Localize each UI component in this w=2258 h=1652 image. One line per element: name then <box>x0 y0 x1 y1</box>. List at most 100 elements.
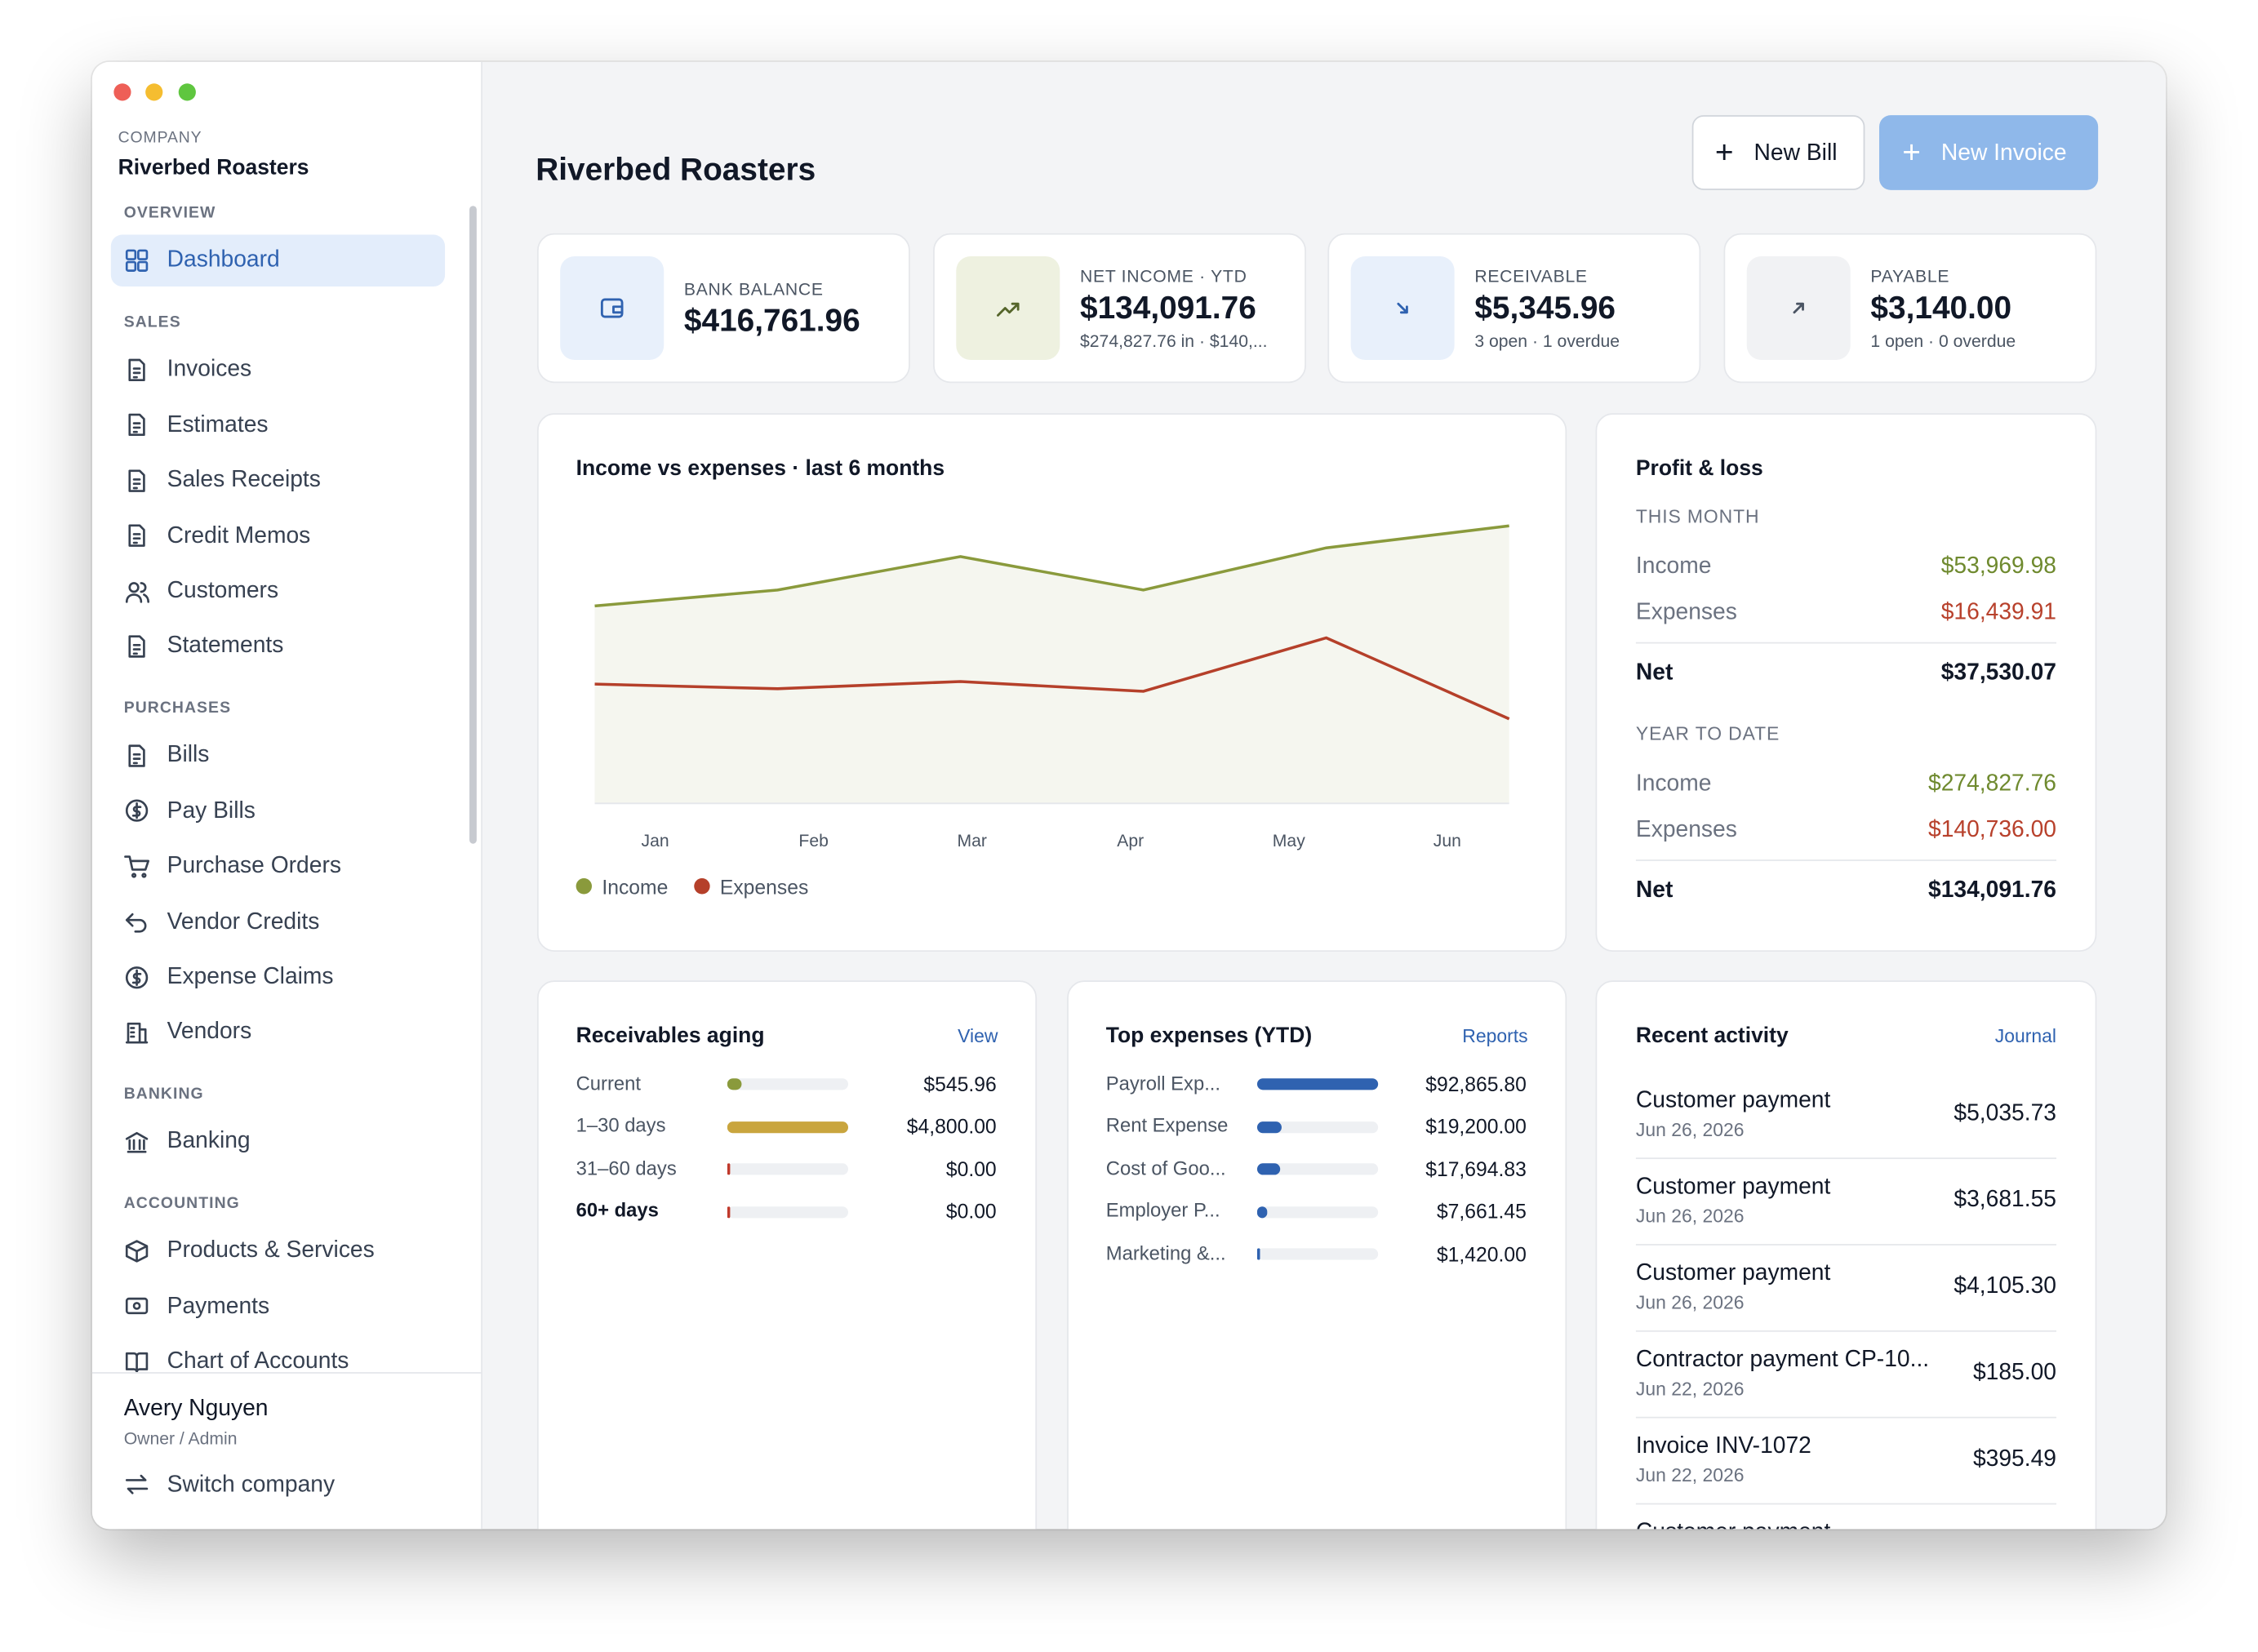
button-icon: + <box>1714 133 1734 170</box>
card-link[interactable]: Journal <box>1994 1025 2056 1047</box>
divider <box>1635 1416 2056 1419</box>
kpi-value: $416,761.96 <box>683 302 860 339</box>
button-label[interactable]: New Bill <box>1754 141 1838 167</box>
nav-item[interactable]: Customers <box>167 579 279 604</box>
divider <box>1635 642 2056 644</box>
icon <box>128 524 145 548</box>
row-amount: $0.00 <box>945 1157 997 1180</box>
nav-item[interactable]: Vendor Credits <box>167 909 320 935</box>
nav-item[interactable]: Estimates <box>167 412 269 437</box>
company-label: COMPANY <box>118 130 202 148</box>
pl-amount: $16,439.91 <box>1940 601 2056 626</box>
kpi-label: NET INCOME · YTD <box>1080 265 1247 286</box>
nav-item[interactable]: Purchase Orders <box>167 854 341 879</box>
nav-item[interactable]: Payments <box>167 1294 270 1319</box>
activity-title[interactable]: Invoice INV-1072 <box>1635 1434 1811 1459</box>
path <box>125 1474 149 1494</box>
row-amount: $17,694.83 <box>1425 1157 1527 1180</box>
divider <box>1635 1503 2056 1505</box>
pl-label: Expenses <box>1635 601 1737 626</box>
nav-item[interactable]: Invoices <box>167 357 252 383</box>
divider <box>1635 1244 2056 1246</box>
activity-title[interactable]: Customer payment <box>1635 1089 1831 1114</box>
path <box>997 302 1020 317</box>
nav-item[interactable]: Chart of Accounts <box>167 1349 349 1373</box>
path <box>124 855 150 871</box>
section-title: YEAR TO DATE <box>1635 722 1780 745</box>
row-amount: $545.96 <box>923 1072 997 1095</box>
bar <box>1256 1206 1268 1218</box>
path <box>125 581 150 602</box>
kpi-icon <box>560 255 665 360</box>
path <box>125 1022 149 1044</box>
button-label[interactable]: New Invoice <box>1940 141 2067 167</box>
nav-item[interactable]: Expense Claims <box>167 964 334 989</box>
circle <box>128 581 140 593</box>
path <box>131 802 142 819</box>
x-tick-label: Feb <box>798 830 829 851</box>
row-label: Cost of Goo... <box>1105 1157 1226 1179</box>
activity-title[interactable]: Customer payment <box>1636 1520 1830 1529</box>
row-amount: $92,865.80 <box>1425 1072 1527 1095</box>
row-label: Employer P... <box>1105 1200 1220 1222</box>
nav-item[interactable]: Products & Services <box>167 1238 375 1263</box>
nav-item[interactable]: Statements <box>167 633 284 659</box>
x-tick-label: Mar <box>957 830 987 851</box>
kpi-sub: $274,827.76 in · $140,... <box>1080 331 1268 352</box>
activity-title[interactable]: Contractor payment CP-10... <box>1635 1348 1930 1373</box>
circle <box>131 873 137 878</box>
nav-item[interactable]: Bills <box>167 743 210 768</box>
icon <box>125 1022 149 1044</box>
bar-track <box>1256 1163 1379 1175</box>
bar-track <box>1256 1248 1379 1260</box>
card <box>1595 980 2097 1530</box>
kpi-glyph <box>1397 302 1408 314</box>
card-title: Profit & loss <box>1635 456 1763 482</box>
nav-item[interactable]: Banking <box>167 1129 251 1154</box>
bar-track <box>727 1163 848 1175</box>
icon <box>128 414 145 437</box>
row-amount: $4,800.00 <box>906 1114 997 1138</box>
nav-item[interactable]: Pay Bills <box>167 798 256 824</box>
activity-date: Jun 26, 2026 <box>1635 1291 1745 1314</box>
activity-title[interactable]: Customer payment <box>1635 1175 1831 1201</box>
company-name: Riverbed Roasters <box>118 155 309 180</box>
scrollbar <box>469 206 477 844</box>
card-link[interactable]: View <box>958 1025 998 1047</box>
path <box>612 305 624 314</box>
kpi-value: $5,345.96 <box>1474 289 1616 326</box>
activity-title[interactable]: Customer payment <box>1635 1261 1831 1286</box>
bar-track <box>1256 1206 1379 1218</box>
card <box>1595 413 2097 953</box>
row-label: Current <box>576 1072 642 1095</box>
icon <box>125 800 149 823</box>
switch-company[interactable]: Switch company <box>167 1473 336 1499</box>
card-title: Recent activity <box>1635 1024 1789 1049</box>
kpi-label: RECEIVABLE <box>1474 265 1588 286</box>
button[interactable] <box>1879 115 2099 190</box>
path <box>125 913 147 933</box>
button[interactable] <box>1691 115 1865 190</box>
path <box>1397 302 1408 314</box>
path <box>131 968 142 986</box>
card-link[interactable]: Reports <box>1462 1025 1528 1047</box>
x-tick-label: Jun <box>1433 830 1461 851</box>
icon <box>124 855 150 878</box>
bar-track <box>727 1206 848 1218</box>
icon <box>125 913 147 933</box>
activity-amount: $185.00 <box>1972 1361 2056 1386</box>
nav-item[interactable]: Credit Memos <box>167 523 311 548</box>
nav-item[interactable]: Sales Receipts <box>167 468 321 493</box>
kpi-sub: 1 open · 0 overdue <box>1870 331 2016 352</box>
activity-amount: $4,105.30 <box>1954 1274 2056 1299</box>
bar <box>1256 1121 1282 1133</box>
kpi-value: $3,140.00 <box>1870 289 2012 326</box>
nav-item[interactable]: Dashboard <box>167 248 280 273</box>
nav-item[interactable]: Vendors <box>167 1019 252 1045</box>
pl-label: Net <box>1635 878 1673 904</box>
divider <box>1635 859 2056 861</box>
window-control <box>113 83 131 101</box>
legend-label: Expenses <box>719 874 809 899</box>
rect <box>125 1298 149 1315</box>
kpi-label: BANK BALANCE <box>683 278 824 300</box>
